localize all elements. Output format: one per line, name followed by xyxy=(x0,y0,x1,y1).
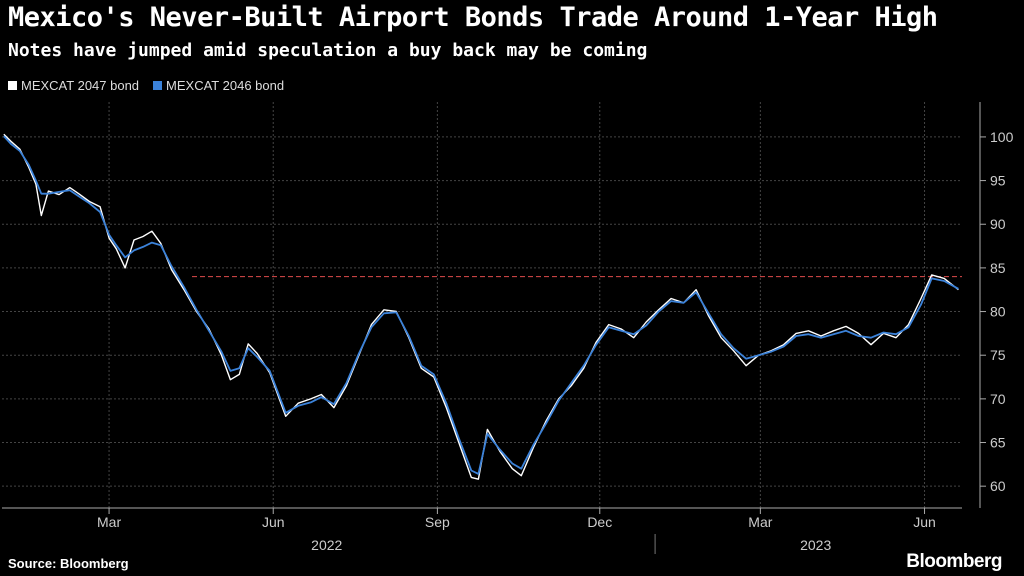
y-tick-label: 90 xyxy=(990,216,1006,232)
x-tick-label: Mar xyxy=(748,514,772,530)
y-tick-label: 80 xyxy=(990,304,1006,320)
chart-title: Mexico's Never-Built Airport Bonds Trade… xyxy=(8,2,938,33)
source-note: Source: Bloomberg xyxy=(8,556,129,571)
legend-swatch-2046 xyxy=(153,81,163,90)
y-tick-label: 75 xyxy=(990,347,1006,363)
series-line-mexcat-2047 xyxy=(3,133,959,480)
y-tick-label: 65 xyxy=(990,435,1006,451)
x-tick-label: Jun xyxy=(913,514,936,530)
y-tick-label: 95 xyxy=(990,173,1006,189)
year-label: 2022 xyxy=(311,537,342,553)
y-tick-label: 60 xyxy=(990,478,1006,494)
x-tick-label: Sep xyxy=(425,514,450,530)
legend-swatch-2047 xyxy=(8,81,17,90)
legend-label-2046: MEXCAT 2046 bond xyxy=(166,78,285,93)
y-tick-label: 70 xyxy=(990,391,1006,407)
legend-item-2047: MEXCAT 2047 bond xyxy=(8,78,139,93)
x-tick-label: Mar xyxy=(97,514,121,530)
x-tick-label: Jun xyxy=(262,514,285,530)
y-tick-label: 100 xyxy=(990,129,1014,145)
x-tick-label: Dec xyxy=(587,514,612,530)
bloomberg-logo: Bloomberg xyxy=(906,551,1002,572)
legend: MEXCAT 2047 bond MEXCAT 2046 bond xyxy=(8,78,284,93)
y-tick-label: 85 xyxy=(990,260,1006,276)
chart-subtitle: Notes have jumped amid speculation a buy… xyxy=(8,40,648,61)
legend-label-2047: MEXCAT 2047 bond xyxy=(21,78,140,93)
legend-item-2046: MEXCAT 2046 bond xyxy=(153,78,284,93)
series-line-mexcat-2046 xyxy=(3,135,959,475)
year-label: 2023 xyxy=(800,537,831,553)
